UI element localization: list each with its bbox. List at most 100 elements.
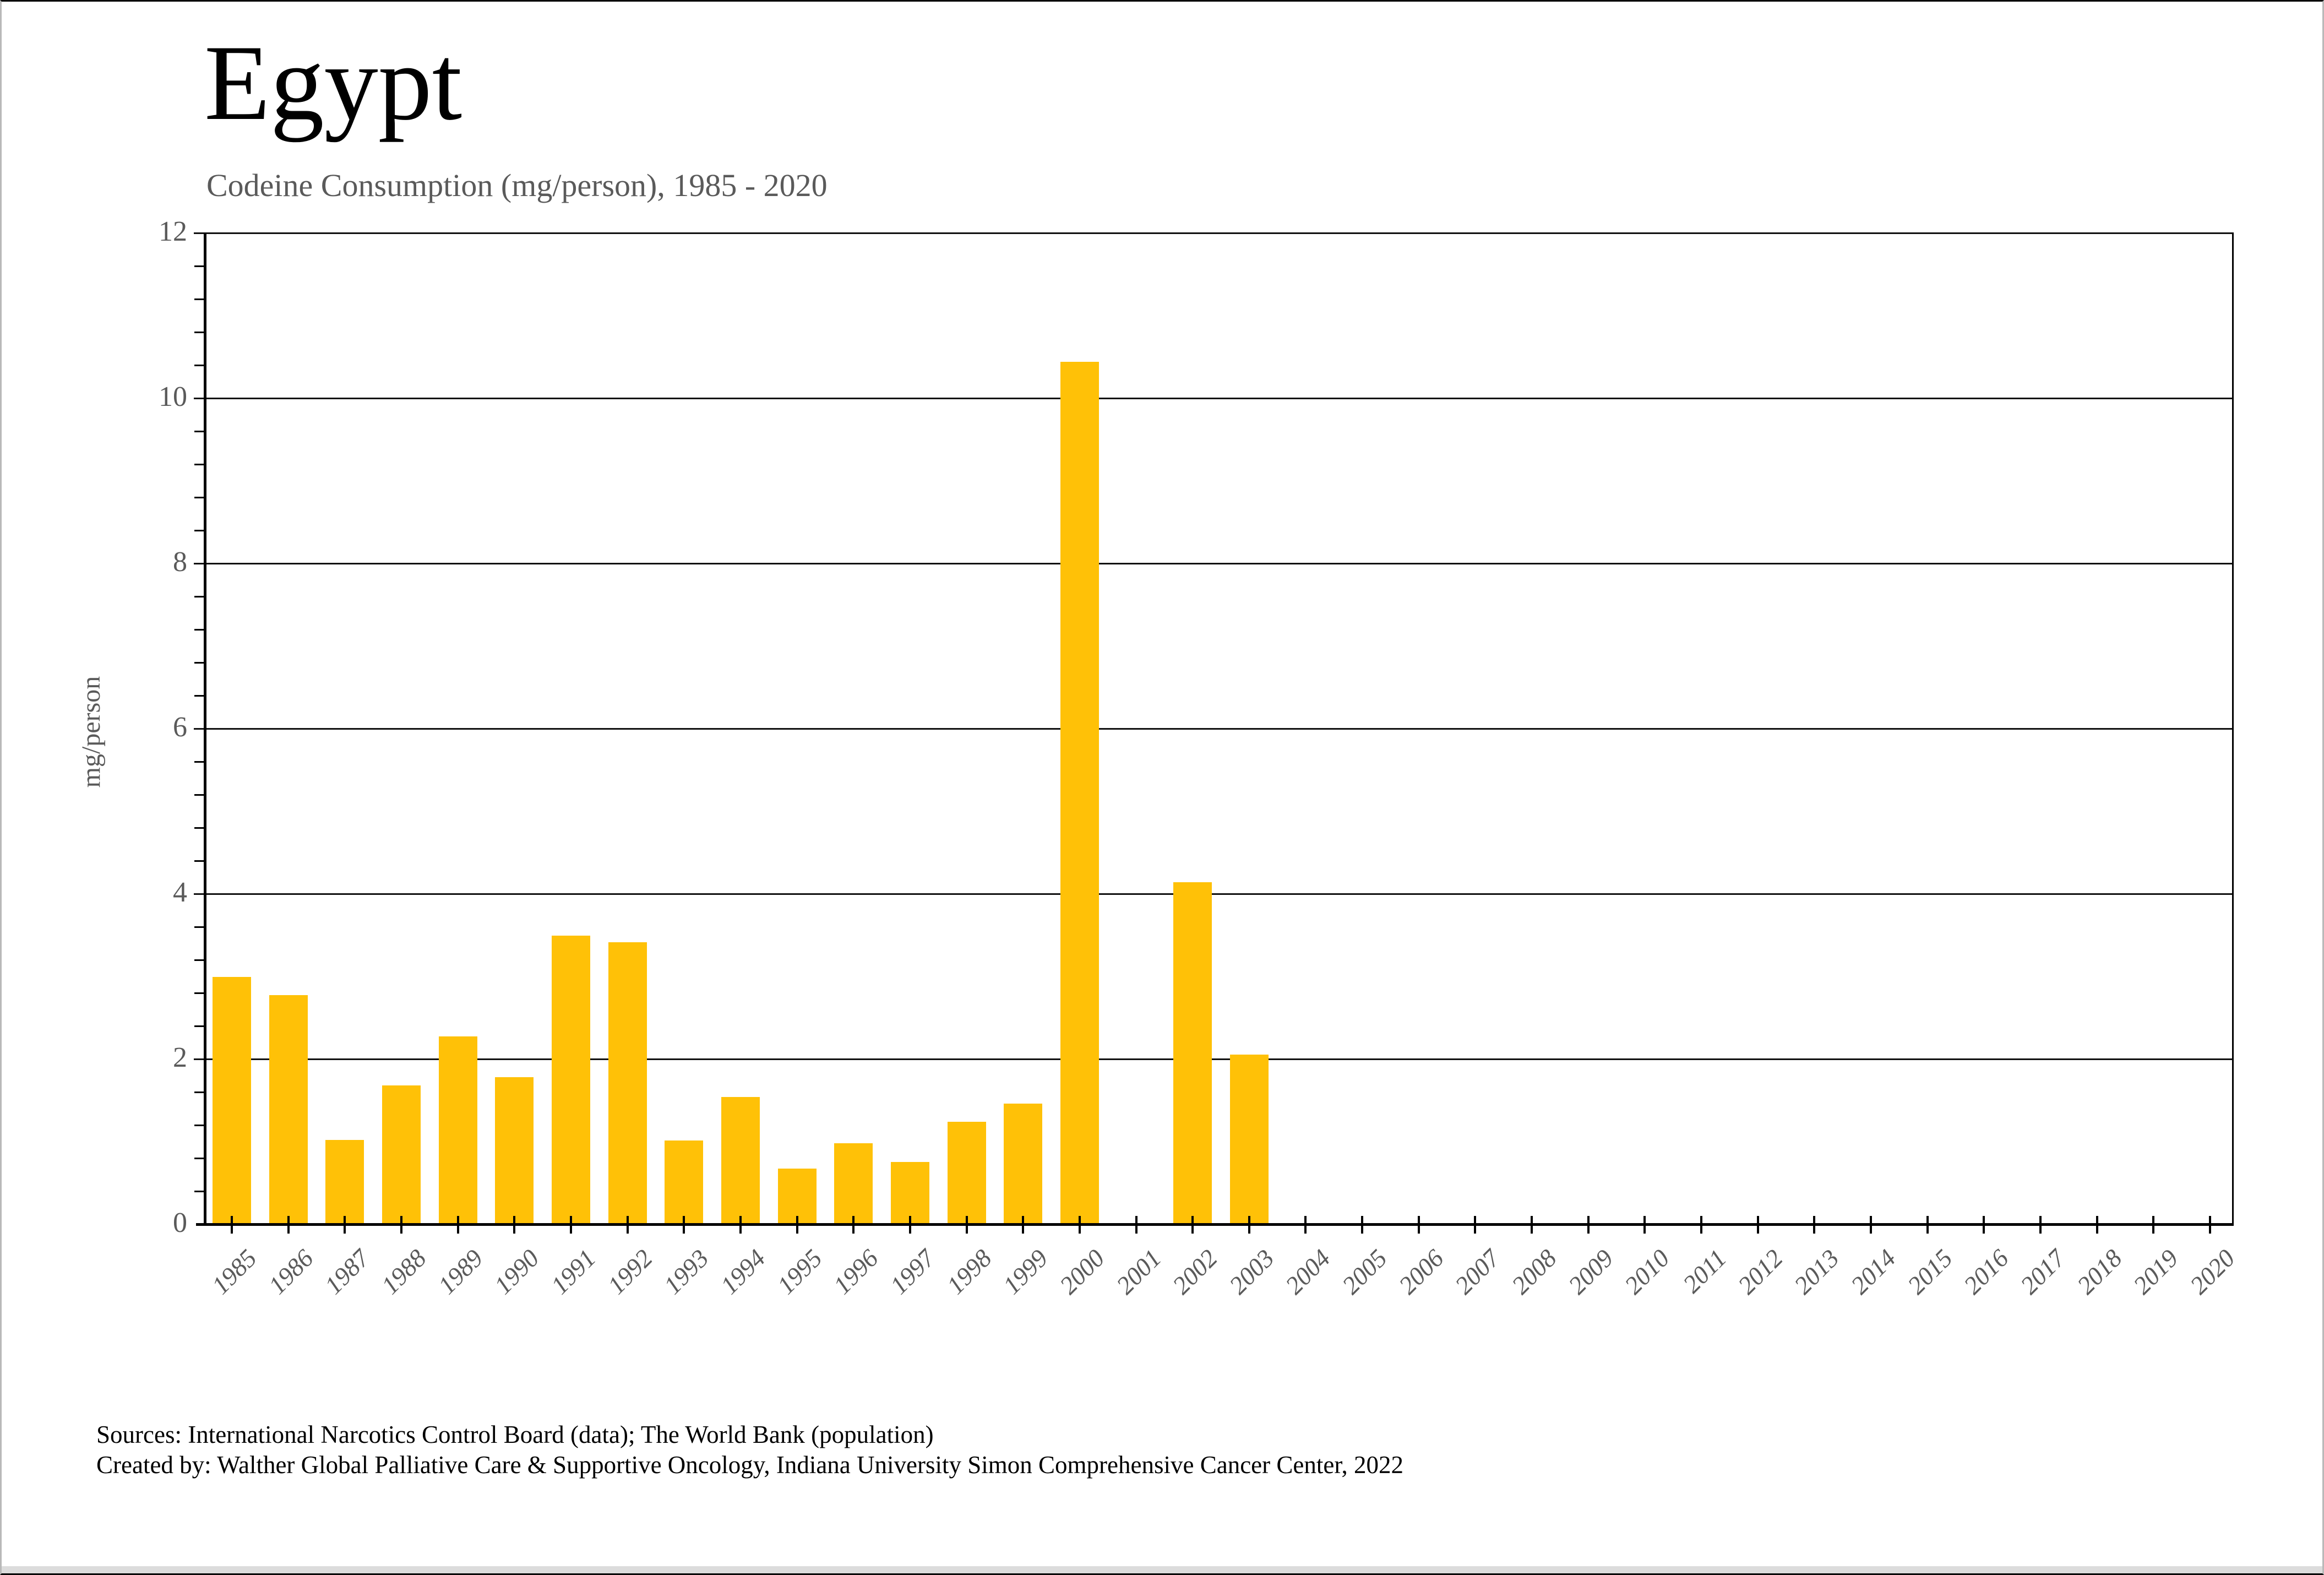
y-label-12: 12 [159,216,187,247]
x-label-2017: 2017 [2015,1243,2071,1300]
y-label-4: 4 [173,877,187,908]
y-label-2: 2 [173,1042,187,1073]
x-label-2019: 2019 [2127,1243,2184,1300]
x-label-1996: 1996 [828,1243,884,1300]
bar-1996 [834,1143,873,1225]
x-label-2016: 2016 [1958,1243,2015,1300]
x-label-2001: 2001 [1111,1243,1167,1300]
x-label-1985: 1985 [206,1243,262,1300]
y-minor-tick [194,1025,204,1027]
y-minor-tick [194,1091,204,1093]
y-label-10: 10 [159,381,187,412]
bar-1994 [721,1096,760,1225]
bar-1989 [438,1036,477,1225]
x-label-1991: 1991 [545,1243,601,1300]
y-axis-ticks-layer [194,233,2234,1225]
y-minor-tick [194,761,204,763]
y-minor-tick [194,497,204,498]
plot-area [194,232,2234,1234]
bar-2000 [1060,361,1099,1225]
gridline-y-10 [194,398,2234,399]
bars-layer [204,233,2234,1225]
gridline-y-6 [194,728,2234,730]
y-minor-tick [194,332,204,333]
y-label-6: 6 [173,712,187,743]
x-label-1993: 1993 [658,1243,715,1300]
y-label-0: 0 [173,1207,187,1239]
bar-1986 [269,995,308,1225]
y-minor-tick [194,431,204,432]
x-label-1995: 1995 [771,1243,828,1300]
bottom-scrollbar-strip [2,1566,2322,1573]
bar-1993 [665,1140,704,1225]
x-label-2013: 2013 [1789,1243,1845,1300]
gridline-y-4 [194,893,2234,895]
x-label-2000: 2000 [1054,1243,1110,1300]
x-label-1988: 1988 [375,1243,432,1300]
bar-1995 [777,1169,817,1225]
y-minor-tick [194,629,204,631]
x-label-2018: 2018 [2071,1243,2127,1300]
page-title: Egypt [204,23,462,143]
x-label-2014: 2014 [1845,1243,1901,1300]
bar-1991 [551,936,590,1225]
y-minor-tick [194,1158,204,1159]
y-minor-tick [194,298,204,300]
x-label-2009: 2009 [1563,1243,1619,1300]
x-label-2002: 2002 [1167,1243,1223,1300]
x-label-2003: 2003 [1223,1243,1280,1300]
x-label-2006: 2006 [1393,1243,1449,1300]
source-credits: Sources: International Narcotics Control… [96,1420,1403,1480]
y-minor-tick [194,860,204,862]
x-label-1990: 1990 [488,1243,545,1300]
x-label-2020: 2020 [2184,1243,2240,1300]
bar-1998 [947,1121,986,1225]
x-label-1997: 1997 [884,1243,940,1300]
y-minor-tick [194,596,204,598]
x-label-1987: 1987 [319,1243,375,1300]
y-minor-tick [194,530,204,531]
x-label-1986: 1986 [263,1243,319,1300]
gridlines-layer [194,232,2234,1225]
y-minor-tick [194,464,204,465]
gridline-y-12 [194,232,2234,234]
x-label-2012: 2012 [1732,1243,1788,1300]
gridline-y-2 [194,1058,2234,1060]
x-label-2015: 2015 [1902,1243,1958,1300]
created-by-line: Created by: Walther Global Palliative Ca… [96,1451,1404,1479]
y-minor-tick [194,1125,204,1126]
y-minor-tick [194,959,204,961]
y-minor-tick [194,992,204,994]
x-label-2008: 2008 [1506,1243,1562,1300]
x-label-2007: 2007 [1450,1243,1506,1300]
y-minor-tick [194,662,204,664]
chart-subtitle: Codeine Consumption (mg/person), 1985 - … [206,167,828,203]
bar-1999 [1004,1103,1043,1225]
x-label-2005: 2005 [1336,1243,1392,1300]
x-axis-line [196,1223,2234,1226]
bar-1992 [608,942,647,1225]
x-label-2011: 2011 [1677,1243,1732,1299]
bar-1987 [325,1139,364,1225]
y-minor-tick [194,365,204,366]
y-minor-tick [194,827,204,829]
y-minor-tick [194,1191,204,1192]
bar-1990 [495,1077,534,1225]
x-label-1992: 1992 [602,1243,658,1300]
bar-1988 [382,1085,421,1225]
x-label-1989: 1989 [432,1243,488,1300]
bar-2002 [1173,882,1212,1225]
bar-1997 [890,1162,929,1225]
x-label-1998: 1998 [941,1243,997,1300]
x-label-2004: 2004 [1280,1243,1336,1300]
plot-right-border [2232,233,2234,1225]
y-minor-tick [194,926,204,928]
source-line: Sources: International Narcotics Control… [96,1421,934,1448]
x-label-1994: 1994 [715,1243,771,1300]
gridline-y-8 [194,563,2234,564]
y-label-8: 8 [173,546,187,578]
bar-1985 [213,977,251,1225]
